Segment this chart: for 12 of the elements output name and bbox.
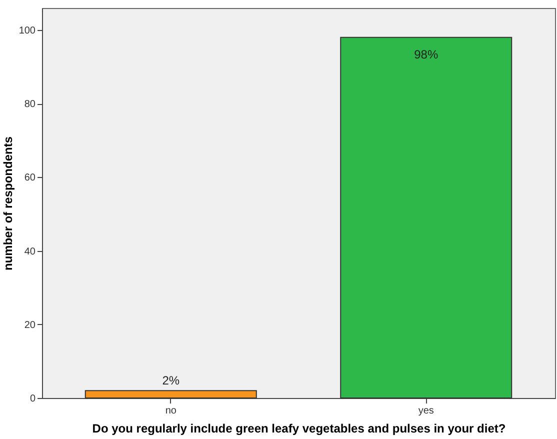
y-tick-label: 40 [24,246,36,258]
y-tick-label: 60 [24,172,36,184]
y-tick-label: 100 [18,26,36,37]
x-tick-label: yes [418,406,434,416]
y-tick-label: 0 [30,394,36,404]
data-label: 2% [162,374,180,388]
y-axis-title: number of respondents [0,136,15,271]
x-tick-label: no [165,406,177,416]
y-tick-label: 80 [24,99,36,110]
data-label: 98% [414,47,438,62]
x-axis-title: Do you regularly include green leafy vegetables and pulses in your diet? [92,422,506,436]
y-tick-label: 20 [24,320,36,331]
